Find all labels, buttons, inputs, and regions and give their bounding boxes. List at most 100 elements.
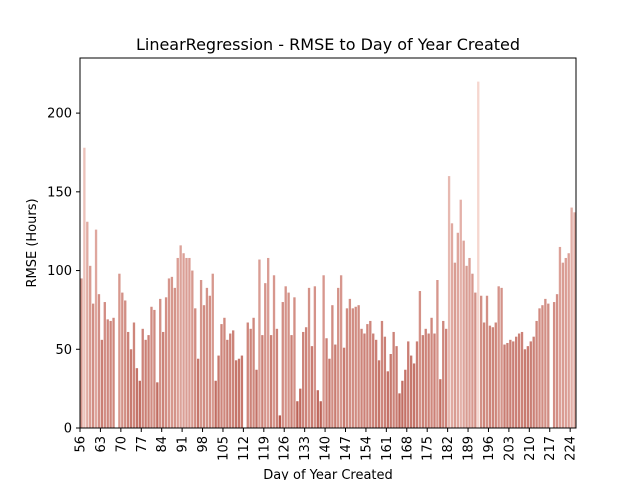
bar-day-184 (453, 262, 457, 428)
bar-day-61 (94, 229, 98, 428)
bar-day-126 (284, 286, 287, 428)
x-tick-label: 154 (359, 436, 374, 461)
bar-day-171 (415, 341, 419, 428)
bar-day-142 (331, 305, 334, 428)
bar-day-144 (337, 287, 340, 428)
bar-day-211 (532, 336, 535, 428)
bar-day-224 (570, 207, 573, 428)
bar-day-149 (351, 308, 354, 428)
bar-day-187 (462, 240, 465, 428)
bar-day-97 (199, 280, 203, 428)
bar-day-180 (442, 320, 445, 428)
bar-day-66 (109, 320, 112, 428)
bar-day-83 (159, 298, 162, 428)
bar-day-215 (544, 298, 547, 428)
bar-day-188 (465, 265, 468, 428)
bar-day-137 (316, 390, 319, 428)
x-tick-label: 84 (155, 436, 170, 453)
bar-day-186 (459, 199, 462, 428)
bar-day-175 (427, 333, 430, 428)
bar-day-134 (307, 287, 311, 428)
y-axis-label: RMSE (Hours) (25, 198, 40, 287)
x-tick-label: 112 (237, 436, 252, 461)
bar-day-194 (482, 322, 486, 428)
bar-day-191 (474, 292, 477, 428)
bar-day-141 (328, 358, 331, 428)
y-tick-label: 100 (47, 264, 72, 279)
bars-group (80, 81, 576, 429)
x-tick-label: 217 (543, 436, 558, 461)
bar-day-189 (468, 257, 471, 428)
bar-day-178 (436, 280, 439, 428)
bar-day-116 (255, 369, 258, 428)
bar-day-80 (150, 306, 153, 428)
bar-day-153 (363, 333, 366, 428)
bar-day-119 (264, 283, 267, 428)
bar-day-82 (156, 382, 159, 428)
bar-day-147 (345, 308, 349, 428)
bar-day-154 (366, 324, 369, 428)
bar-day-75 (135, 368, 139, 428)
bar-day-94 (191, 270, 194, 428)
bar-day-170 (412, 363, 416, 428)
bar-day-152 (360, 328, 363, 428)
bar-day-67 (112, 317, 115, 428)
bar-day-108 (232, 330, 235, 428)
bar-day-102 (214, 380, 217, 428)
bar-day-219 (555, 294, 559, 428)
bar-day-183 (450, 223, 454, 428)
bar-day-202 (506, 342, 509, 428)
x-tick-label: 175 (421, 436, 436, 461)
bar-day-167 (404, 369, 407, 428)
bar-day-100 (208, 295, 211, 428)
bar-day-84 (161, 331, 165, 428)
bar-day-173 (421, 335, 424, 428)
bar-day-90 (179, 245, 182, 428)
x-tick-label: 56 (74, 436, 89, 453)
bar-day-114 (249, 328, 252, 428)
bar-day-99 (205, 287, 209, 428)
bar-day-163 (392, 331, 395, 428)
bar-day-138 (319, 401, 322, 428)
bar-day-111 (240, 355, 244, 428)
bar-day-208 (523, 349, 527, 428)
bar-day-158 (377, 360, 381, 428)
bar-day-143 (334, 344, 337, 428)
x-ticks: 56 63 70 77 84 91 98 105 112 119 126 133 140 147 154 16… (74, 428, 579, 461)
y-ticks: 0 50 100 150 200 (47, 107, 80, 437)
bar-day-199 (497, 286, 500, 428)
bar-day-204 (512, 341, 515, 428)
bar-day-225 (573, 212, 576, 428)
bar-day-95 (194, 308, 197, 428)
x-tick-label: 161 (380, 436, 395, 461)
x-tick-label: 168 (400, 436, 415, 461)
bar-day-176 (430, 317, 433, 428)
bar-day-174 (424, 328, 427, 428)
bar-day-117 (258, 259, 261, 428)
x-tick-label: 147 (339, 436, 354, 461)
bar-day-185 (456, 232, 459, 428)
bar-day-60 (91, 303, 95, 428)
bar-day-79 (147, 335, 150, 428)
bar-day-223 (567, 253, 570, 428)
bar-day-104 (220, 324, 223, 428)
bar-day-161 (386, 371, 389, 428)
bar-day-130 (296, 401, 299, 428)
bar-day-123 (275, 328, 279, 428)
bar-day-62 (97, 294, 101, 428)
bar-day-190 (471, 273, 474, 428)
bar-day-164 (395, 346, 398, 428)
bar-day-65 (106, 319, 109, 428)
bar-day-73 (129, 349, 133, 428)
bar-day-87 (170, 276, 174, 428)
bar-day-105 (223, 317, 226, 428)
bar-day-122 (272, 275, 276, 428)
bar-day-222 (564, 257, 567, 428)
x-tick-label: 210 (523, 436, 538, 461)
x-tick-label: 91 (176, 436, 191, 453)
bar-day-196 (488, 325, 492, 428)
bar-day-150 (354, 306, 357, 428)
x-tick-label: 77 (135, 436, 150, 453)
bar-day-139 (322, 275, 325, 428)
